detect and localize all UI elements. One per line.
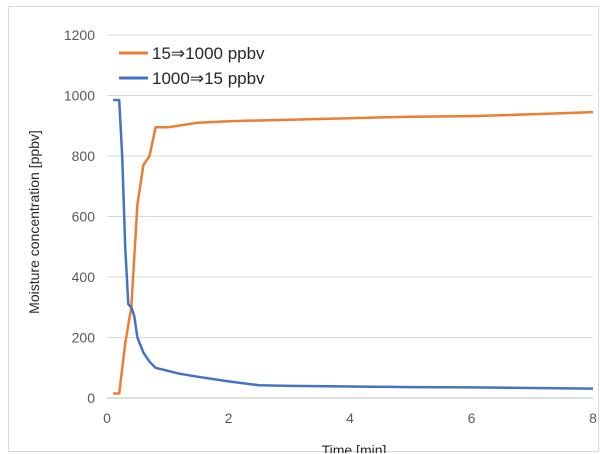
- line-chart: 0 200 400 600 800 1000 1200 0 2 4 6 8 Time [min] Mo…: [26, 27, 597, 453]
- y-tick-label: 600: [72, 209, 96, 225]
- chart-frame: 0 200 400 600 800 1000 1200 0 2 4 6 8 Time [min] Mo…: [8, 6, 599, 453]
- legend-label-series-2: 1000⇒15 ppbv: [152, 69, 265, 88]
- series-line-2: [113, 98, 594, 390]
- y-tick-label: 1200: [64, 27, 95, 43]
- y-tick-label: 1000: [64, 88, 95, 104]
- legend-label-series-1: 15⇒1000 ppbv: [152, 44, 265, 63]
- x-axis-title: Time [min]: [322, 442, 387, 453]
- x-tick-label: 6: [468, 410, 476, 426]
- y-tick-label: 200: [72, 330, 96, 346]
- series-layer: [113, 98, 594, 395]
- series-line-1: [113, 110, 594, 395]
- grid-lines: [107, 34, 593, 399]
- y-axis-title: Moisture concentration [ppbv]: [26, 130, 42, 314]
- x-tick-label: 2: [225, 410, 233, 426]
- x-tick-label: 4: [346, 410, 354, 426]
- y-tick-label: 0: [87, 390, 95, 406]
- x-tick-label: 8: [589, 410, 597, 426]
- y-tick-label: 400: [72, 269, 96, 285]
- legend: 15⇒1000 ppbv 1000⇒15 ppbv: [119, 44, 265, 88]
- tick-labels: 0 200 400 600 800 1000 1200 0 2 4 6 8: [64, 27, 597, 426]
- x-tick-label: 0: [103, 410, 111, 426]
- y-tick-label: 800: [72, 148, 96, 164]
